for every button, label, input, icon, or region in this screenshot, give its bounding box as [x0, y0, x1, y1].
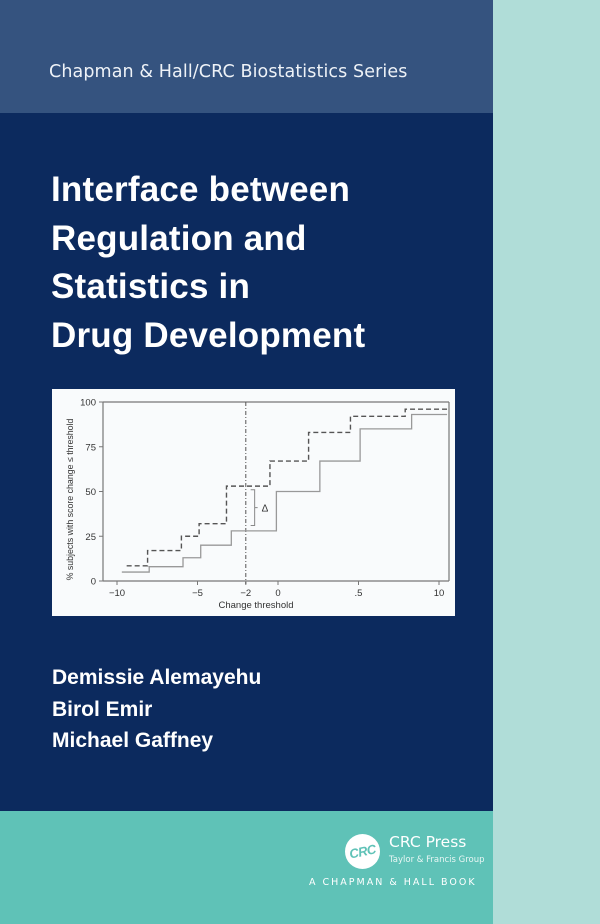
- x-tick-label: 0: [275, 588, 280, 599]
- x-axis-label: Change threshold: [219, 600, 294, 611]
- y-tick-label: 25: [85, 532, 96, 543]
- x-tick-label: .5: [355, 588, 363, 599]
- publisher-band: [0, 811, 493, 924]
- author-1: Demissie Alemayehu: [52, 666, 262, 689]
- y-tick-label: 100: [80, 398, 96, 409]
- author-2: Birol Emir: [52, 697, 153, 721]
- y-tick-label: 75: [85, 442, 96, 453]
- author-list: Demissie Alemayehu Birol Emir Michael Ga…: [52, 662, 261, 757]
- title-line-2: Regulation and: [51, 218, 307, 258]
- x-tick-label: 10: [434, 588, 445, 599]
- author-3: Michael Gaffney: [52, 729, 214, 752]
- delta-bracket: [250, 489, 258, 527]
- book-title: Interface between Regulation and Statist…: [51, 166, 365, 360]
- step-chart: 0 25 50 75 100 −10 −5 −2 0 .5 10 Change threshold % …: [65, 398, 450, 611]
- book-spine: [493, 0, 600, 924]
- y-axis-label: % subjects with score change ≤ threshold: [65, 419, 75, 581]
- dashed-series: [126, 408, 448, 567]
- title-line-3: Statistics in: [51, 267, 251, 306]
- solid-series: [121, 413, 448, 573]
- delta-label: Δ: [262, 504, 269, 515]
- logo-text: CRC: [347, 841, 378, 862]
- publisher-name: CRC Press: [389, 833, 467, 851]
- x-tick-label: −2: [240, 588, 251, 599]
- series-band: Chapman & Hall/CRC Biostatistics Series: [0, 0, 493, 113]
- cover-chart: 0 25 50 75 100 −10 −5 −2 0 .5 10 Change threshold % …: [52, 389, 455, 616]
- book-cover: Chapman & Hall/CRC Biostatistics Series …: [0, 0, 493, 924]
- title-line-4: Drug Development: [51, 315, 366, 355]
- publisher-group: Taylor & Francis Group: [389, 855, 485, 865]
- x-tick-label: −5: [192, 588, 203, 599]
- x-tick-label: −10: [109, 588, 125, 599]
- crc-logo-icon: CRC: [345, 834, 380, 869]
- y-tick-label: 50: [85, 487, 96, 498]
- y-tick-label: 0: [91, 577, 96, 588]
- title-line-1: Interface between: [51, 170, 351, 209]
- imprint-label: A CHAPMAN & HALL BOOK: [309, 877, 477, 888]
- series-label: Chapman & Hall/CRC Biostatistics Series: [49, 62, 408, 82]
